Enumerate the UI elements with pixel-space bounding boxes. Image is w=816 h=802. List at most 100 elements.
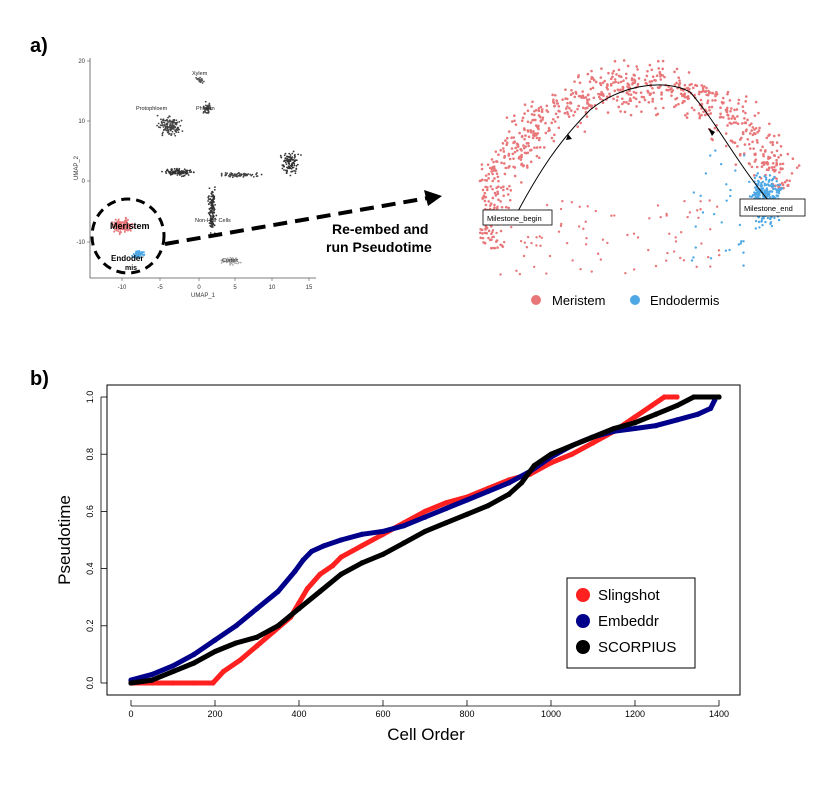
data-point-embeddr — [149, 671, 155, 678]
data-point-embeddr — [300, 557, 306, 563]
umap-x-tick-label: -10 — [118, 285, 127, 291]
data-point-embeddr — [506, 480, 512, 486]
umap-x-tick-label: 0 — [197, 285, 201, 291]
y-tick-label: 0.0 — [85, 677, 95, 690]
umap-label-endoder: Endoder — [111, 254, 143, 263]
data-point-scorpius — [296, 606, 302, 612]
data-point-scorpius — [191, 660, 197, 666]
legend-marker-scorpius — [576, 640, 590, 654]
umap-y-tick-label: 10 — [78, 119, 85, 125]
legend-marker-embeddr — [576, 614, 590, 628]
series-line-scorpius — [128, 394, 722, 686]
legend-meristem-label: Meristem — [552, 293, 605, 308]
cluster-label-cortex: Cortex — [222, 258, 238, 264]
legend-marker-slingshot — [576, 588, 590, 602]
milestone-end-label: Milestone_end — [744, 204, 793, 213]
data-point-embeddr — [708, 405, 714, 412]
umap-label-mis: mis — [125, 265, 137, 272]
legend-label-scorpius: SCORPIUS — [598, 639, 676, 656]
data-point-slingshot — [443, 500, 449, 506]
chart-legend: Slingshot Embeddr SCORPIUS — [566, 577, 696, 669]
data-point-embeddr — [464, 497, 470, 503]
x-axis-ticks: 0 200 400 600 800 1000 1200 1400 — [128, 700, 729, 719]
data-point-embeddr — [170, 663, 176, 669]
legend-label-embeddr: Embeddr — [598, 613, 659, 630]
plot-frame — [106, 384, 741, 696]
y-tick-label: 0.6 — [85, 505, 95, 518]
arrow-text-line2: run Pseudotime — [326, 239, 432, 255]
data-point-scorpius — [590, 434, 596, 440]
data-point-slingshot — [296, 600, 302, 606]
y-tick-label: 1.0 — [85, 391, 95, 404]
data-point-embeddr — [485, 488, 491, 494]
x-axis-title: Cell Order — [387, 725, 465, 744]
umap-y-tick-label: 0 — [82, 179, 86, 185]
y-axis-ticks: 0.0 0.2 0.4 0.6 0.8 1.0 — [85, 391, 107, 690]
data-point-slingshot — [254, 643, 260, 649]
y-axis-title: Pseudotime — [55, 495, 74, 585]
panel-b-label: b) — [30, 368, 49, 390]
data-point-scorpius — [380, 551, 386, 557]
umap-y-ticks: 20 10 0 -10 — [76, 59, 90, 246]
umap-cells — [111, 76, 302, 266]
trajectory-arrow-1-icon — [566, 134, 572, 140]
x-tick-label: 200 — [207, 709, 222, 719]
panel-a-legend: Meristem Endodermis — [531, 293, 720, 308]
series-group — [128, 394, 722, 686]
data-point-slingshot — [237, 657, 243, 663]
data-point-scorpius — [338, 571, 344, 577]
umap-x-tick-label: -5 — [157, 285, 163, 291]
data-point-slingshot — [170, 680, 176, 686]
x-tick-label: 400 — [291, 709, 306, 719]
data-point-embeddr — [695, 411, 701, 417]
data-point-scorpius — [611, 425, 617, 432]
reembedded-cells — [478, 59, 801, 276]
trajectory-curve — [516, 84, 769, 214]
data-point-slingshot — [210, 680, 216, 686]
y-tick-label: 0.8 — [85, 448, 95, 461]
data-point-scorpius — [716, 394, 722, 400]
data-point-scorpius — [569, 443, 575, 449]
data-point-scorpius — [149, 677, 155, 683]
data-point-embeddr — [233, 623, 239, 629]
series-line-slingshot — [128, 394, 680, 686]
data-point-embeddr — [632, 425, 638, 432]
umap-x-tick-label: 5 — [233, 285, 237, 291]
data-point-slingshot — [220, 668, 226, 675]
umap-x-ticks: -10 -5 0 5 10 15 — [118, 278, 313, 291]
data-point-scorpius — [401, 540, 407, 546]
legend-endodermis-marker — [630, 295, 640, 305]
data-point-slingshot — [548, 460, 554, 466]
data-point-scorpius — [519, 480, 525, 486]
data-point-scorpius — [485, 503, 491, 509]
data-point-embeddr — [338, 537, 344, 543]
data-point-embeddr — [254, 606, 260, 612]
legend-endodermis-label: Endodermis — [650, 293, 720, 308]
data-point-embeddr — [212, 637, 218, 643]
data-point-scorpius — [233, 640, 239, 646]
data-point-slingshot — [590, 440, 596, 446]
x-tick-label: 1000 — [541, 709, 561, 719]
panel-a-label: a) — [30, 35, 48, 57]
x-tick-label: 1400 — [709, 709, 729, 719]
y-tick-label: 0.2 — [85, 620, 95, 633]
data-point-scorpius — [212, 648, 218, 655]
data-point-slingshot — [330, 563, 336, 569]
series-line-embeddr — [128, 397, 718, 683]
umap-x-label: UMAP_1 — [191, 293, 216, 299]
data-point-scorpius — [531, 463, 537, 469]
data-point-embeddr — [653, 423, 659, 429]
data-point-scorpius — [464, 511, 470, 517]
umap-y-label: UMAP_2 — [74, 155, 80, 180]
data-point-scorpius — [632, 420, 638, 426]
umap-label-meristem: Meristem — [110, 221, 150, 231]
milestone-begin-box — [482, 209, 553, 226]
data-point-scorpius — [275, 623, 281, 629]
data-point-slingshot — [422, 508, 428, 514]
umap-y-tick-label: 20 — [78, 59, 85, 65]
data-point-slingshot — [304, 586, 310, 592]
arrow-text-line1: Re-embed and — [332, 221, 428, 237]
umap-y-tick-label: -10 — [76, 240, 85, 246]
data-point-slingshot — [338, 554, 344, 560]
